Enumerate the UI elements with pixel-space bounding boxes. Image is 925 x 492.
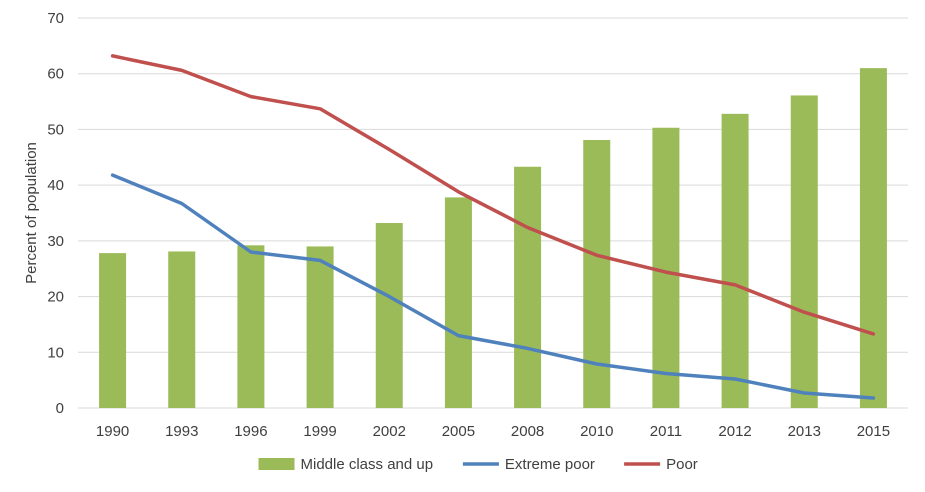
bar	[583, 140, 611, 408]
y-axis-title: Percent of population	[23, 142, 40, 284]
x-axis-ticks: 1990 1993 1996 1999 2002 2005 2008 2010 2011 2012…	[96, 423, 890, 440]
x-tick-label: 2005	[442, 423, 475, 440]
bar	[721, 113, 749, 408]
legend-item: Middle class and up	[258, 456, 434, 473]
legend-label: Middle class and up	[301, 456, 434, 473]
y-tick-label: 0	[56, 400, 64, 417]
x-tick-label: 2008	[511, 423, 544, 440]
bar-series	[99, 68, 887, 409]
y-tick-label: 20	[47, 289, 64, 306]
legend-item: Extreme poor	[462, 456, 595, 473]
y-tick-label: 40	[47, 177, 64, 194]
line-series	[110, 54, 876, 400]
bar	[168, 251, 196, 408]
y-axis-ticks: 0 10 20 30 40 50 60 70	[47, 10, 64, 417]
x-tick-label: 2012	[718, 423, 751, 440]
legend-label: Extreme poor	[505, 456, 595, 473]
x-tick-label: 1993	[165, 423, 198, 440]
y-tick-label: 10	[47, 344, 64, 361]
x-tick-label: 2013	[788, 423, 821, 440]
x-tick-label: 1990	[96, 423, 129, 440]
bar	[99, 253, 127, 408]
legend-item: Poor	[624, 456, 698, 473]
bar	[237, 245, 265, 408]
y-tick-label: 70	[47, 10, 64, 27]
bar	[859, 68, 887, 409]
y-tick-label: 60	[47, 66, 64, 83]
y-tick-label: 50	[47, 121, 64, 138]
legend: Middle class and up Extreme poor Poor	[258, 456, 698, 473]
x-tick-label: 1999	[303, 423, 336, 440]
x-tick-label: 2015	[857, 423, 890, 440]
y-tick-label: 30	[47, 233, 64, 250]
bar	[514, 166, 542, 408]
legend-swatch	[258, 458, 295, 470]
x-tick-label: 1996	[234, 423, 267, 440]
bar	[375, 223, 403, 408]
bar	[306, 246, 334, 408]
x-tick-label: 2010	[580, 423, 613, 440]
bar	[444, 197, 472, 408]
gridlines	[78, 17, 908, 409]
series-line	[110, 54, 876, 336]
series-line	[110, 173, 876, 400]
legend-label: Poor	[666, 456, 698, 473]
x-tick-label: 2002	[373, 423, 406, 440]
bar	[652, 127, 680, 408]
x-tick-label: 2011	[650, 423, 682, 440]
bar	[790, 95, 818, 408]
